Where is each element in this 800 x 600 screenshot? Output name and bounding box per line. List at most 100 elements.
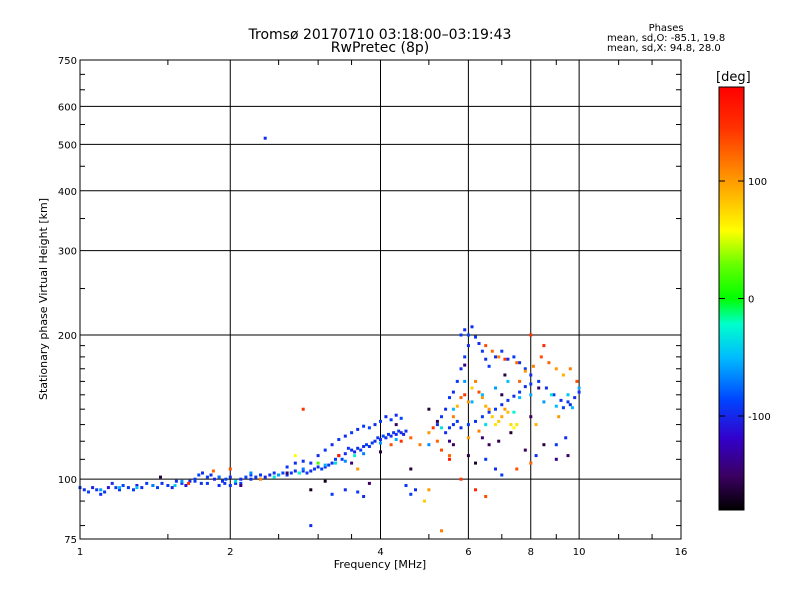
- chart-title: Tromsø 20170710 03:18:00–03:19:43: [248, 27, 512, 43]
- data-point: [512, 355, 516, 359]
- data-point: [515, 361, 519, 365]
- data-point: [503, 357, 507, 361]
- data-point: [547, 361, 551, 365]
- data-point: [309, 469, 313, 473]
- data-point: [534, 423, 538, 427]
- data-point: [159, 475, 162, 479]
- data-point: [249, 471, 253, 475]
- data-point: [404, 429, 408, 433]
- data-point: [188, 479, 192, 483]
- data-point: [509, 431, 513, 435]
- data-point: [577, 386, 581, 390]
- data-point: [440, 415, 443, 419]
- data-point: [399, 431, 403, 435]
- data-point: [313, 467, 316, 471]
- data-point: [379, 419, 382, 423]
- data-point: [353, 450, 357, 454]
- data-point: [423, 499, 426, 503]
- data-point: [305, 471, 309, 475]
- data-point: [394, 432, 398, 436]
- data-point: [213, 477, 216, 481]
- data-point: [414, 488, 417, 492]
- data-point: [263, 475, 267, 479]
- data-point: [362, 445, 366, 448]
- data-point: [506, 379, 510, 383]
- data-point: [337, 438, 341, 441]
- x-tick-label: 1: [77, 547, 83, 558]
- data-point: [301, 469, 305, 473]
- data-point: [506, 398, 510, 402]
- data-point: [529, 333, 533, 337]
- data-point: [512, 394, 516, 398]
- data-point: [512, 426, 516, 430]
- data-point: [448, 439, 451, 443]
- data-point: [197, 473, 201, 477]
- data-point: [259, 477, 262, 481]
- data-point: [316, 454, 320, 458]
- data-point: [95, 488, 99, 492]
- data-point: [293, 454, 297, 458]
- data-point: [174, 479, 178, 483]
- data-point: [187, 481, 191, 485]
- data-point: [518, 361, 522, 365]
- data-point: [466, 344, 470, 348]
- data-point: [487, 443, 491, 447]
- data-point: [552, 393, 556, 397]
- data-point: [285, 471, 289, 475]
- data-point: [370, 441, 374, 445]
- data-point: [529, 393, 533, 397]
- data-point: [474, 461, 477, 465]
- data-point: [470, 325, 474, 329]
- data-point: [477, 390, 481, 394]
- data-point: [531, 364, 535, 368]
- data-point: [184, 484, 188, 487]
- data-point: [518, 396, 522, 400]
- data-point: [346, 446, 350, 450]
- plot-frame: [79, 59, 682, 540]
- data-point: [480, 396, 484, 400]
- data-point: [484, 457, 488, 461]
- data-point: [480, 415, 484, 419]
- data-point: [343, 434, 347, 438]
- data-point: [316, 461, 320, 465]
- data-point: [239, 484, 243, 487]
- data-point: [463, 393, 467, 397]
- data-point: [193, 479, 197, 483]
- data-point: [529, 461, 533, 465]
- data-point: [497, 439, 501, 443]
- data-point: [126, 486, 130, 490]
- data-point: [518, 390, 522, 394]
- data-point: [537, 379, 541, 383]
- data-point: [490, 349, 494, 353]
- data-point: [367, 481, 371, 485]
- data-point: [103, 490, 107, 494]
- data-point: [160, 481, 164, 485]
- data-point: [394, 423, 398, 427]
- data-point: [402, 432, 406, 436]
- data-point: [268, 473, 272, 477]
- data-point: [440, 529, 443, 533]
- data-point: [285, 465, 289, 469]
- data-point: [135, 484, 139, 487]
- data-point: [529, 382, 533, 386]
- data-point: [554, 404, 558, 408]
- y-tick-label: 100: [58, 475, 77, 486]
- data-point: [418, 443, 422, 447]
- data-point: [173, 484, 177, 487]
- data-point: [367, 426, 371, 430]
- data-point: [281, 471, 285, 475]
- phase-stats-header: Phases: [648, 23, 684, 34]
- data-point: [518, 379, 522, 383]
- data-point: [135, 486, 139, 490]
- data-point: [466, 423, 470, 427]
- data-point: [356, 467, 360, 471]
- data-point: [463, 363, 467, 367]
- data-point: [503, 373, 507, 377]
- data-point: [427, 443, 431, 447]
- y-tick-label: 600: [58, 102, 77, 113]
- data-point: [221, 479, 224, 483]
- data-point: [487, 410, 491, 414]
- data-point: [529, 373, 533, 377]
- data-point: [537, 386, 541, 390]
